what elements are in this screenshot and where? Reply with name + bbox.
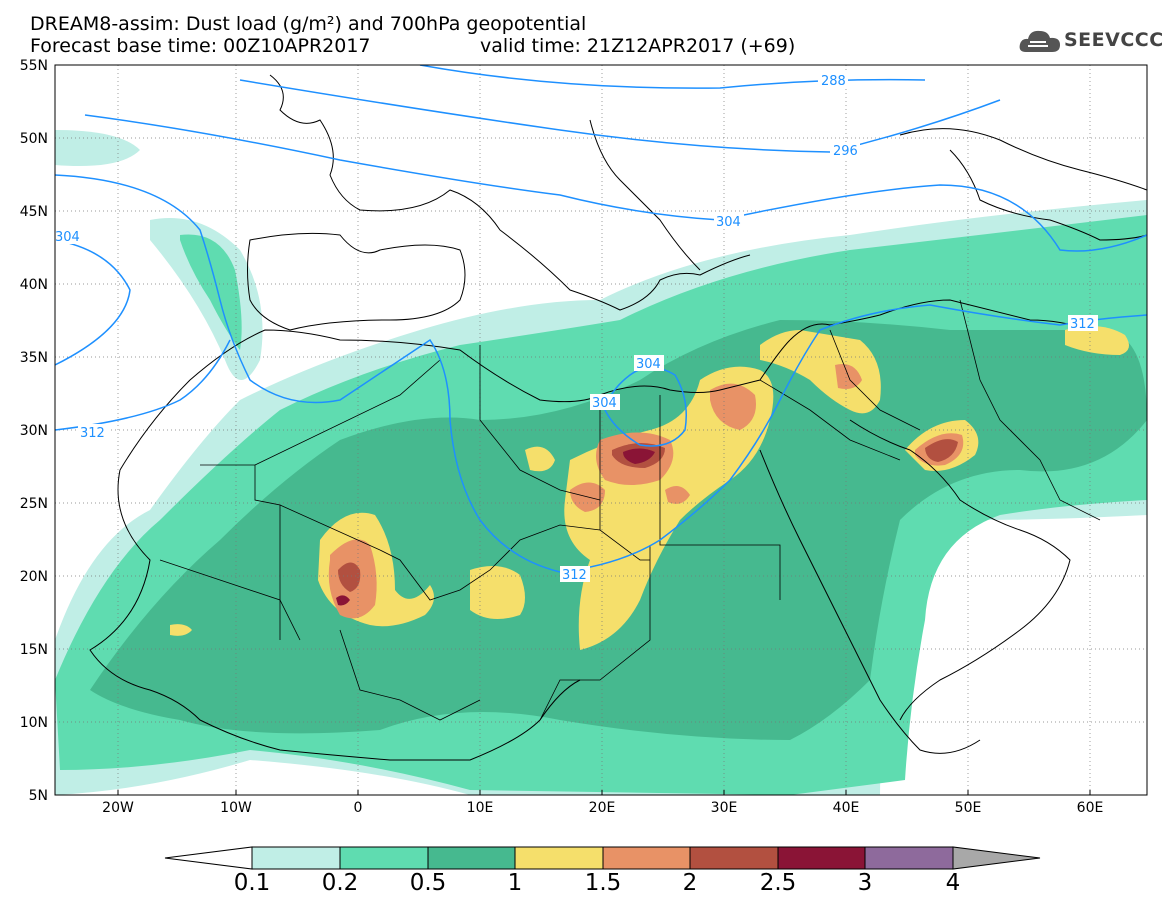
lon-label-20e: 20E [589, 800, 616, 816]
contour-label-304-west: 304 [55, 230, 80, 245]
colorbar-label-3: 3 [857, 870, 873, 896]
lat-label-55n: 55N [20, 58, 48, 74]
colorbar-swatch-1 [251, 846, 341, 870]
contour-label-296: 296 [833, 144, 858, 159]
colorbar-label-0-1: 0.1 [233, 870, 271, 896]
contour-label-288: 288 [821, 74, 846, 89]
contour-label-312-south: 312 [562, 568, 587, 583]
colorbar-swatch-6 [689, 846, 779, 870]
lon-label-30e: 30E [711, 800, 738, 816]
dust-patch-1-g [525, 446, 555, 472]
colorbar-left-arrow [164, 846, 253, 870]
colorbar-swatch-3 [427, 846, 516, 870]
contour-label-304-north: 304 [716, 215, 741, 230]
lon-label-10e: 10E [467, 800, 494, 816]
graticule [55, 65, 1147, 795]
dust-patch-15-d [710, 383, 756, 430]
lon-label-40e: 40E [833, 800, 860, 816]
contour-label-304-coast: 304 [592, 396, 617, 411]
dust-patch-1-d [760, 330, 881, 414]
colorbar-label-2-5: 2.5 [759, 870, 797, 896]
lat-label-5n: 5N [29, 788, 48, 804]
dust-patch-2-a [338, 562, 361, 592]
dust-patch-1-h [170, 624, 192, 636]
contour-label-312-east: 312 [1070, 317, 1095, 332]
cloud-logo-icon [1019, 30, 1060, 52]
lat-label-25n: 25N [20, 496, 48, 512]
latitude-labels: 55N 50N 45N 40N 35N 30N 25N 20N 15N 10N … [20, 58, 48, 804]
borders [159, 299, 1101, 721]
map-frame [54, 64, 1148, 796]
lat-label-10n: 10N [20, 715, 48, 731]
colorbar [164, 846, 1041, 870]
dust-patch-25-b [336, 595, 350, 606]
colorbar-swatch-2 [339, 846, 429, 870]
colorbar-swatch-4 [514, 846, 604, 870]
forecast-base-time: Forecast base time: 00Z10APR2017 [30, 35, 371, 57]
logo-text: SEEVCCC [1064, 29, 1164, 51]
dust-patch-25-a [623, 448, 655, 464]
colorbar-swatch-7 [777, 846, 866, 870]
lat-label-50n: 50N [20, 131, 48, 147]
colorbar-label-4: 4 [945, 870, 961, 896]
lon-label-20w: 20W [102, 800, 134, 816]
contour-label-312-west: 312 [80, 426, 105, 441]
dust-patch-atlantic [55, 130, 140, 166]
lat-label-15n: 15N [20, 642, 48, 658]
contour-labels: 288 296 304 304 312 304 304 312 312 [55, 72, 1098, 583]
lon-label-50e: 50E [955, 800, 982, 816]
dust-patch-1-b [470, 566, 525, 619]
colorbar-swatch-5 [602, 846, 691, 870]
contour-label-304-libya: 304 [636, 357, 661, 372]
colorbar-label-0-2: 0.2 [321, 870, 359, 896]
colorbar-right-arrow [952, 846, 1041, 870]
dust-patch-15-g [665, 486, 690, 504]
lon-label-60e: 60E [1077, 800, 1104, 816]
dust-patch-1-f [1065, 326, 1129, 355]
dust-patch-2-c [925, 439, 958, 462]
lat-label-40n: 40N [20, 277, 48, 293]
dust-patch-1-c [564, 366, 774, 650]
valid-time: valid time: 21Z12APR2017 (+69) [480, 35, 796, 57]
lon-label-0: 0 [354, 800, 363, 816]
lon-label-10w: 10W [220, 800, 252, 816]
colorbar-label-2: 2 [682, 870, 698, 896]
lat-label-20n: 20N [20, 569, 48, 585]
colorbar-swatch-8 [864, 846, 954, 870]
lat-label-35n: 35N [20, 350, 48, 366]
map-title: DREAM8-assim: Dust load (g/m²) and 700hP… [30, 13, 587, 35]
axis-ticks [117, 790, 1091, 795]
coastlines [89, 74, 1147, 761]
colorbar-label-1-5: 1.5 [584, 870, 622, 896]
colorbar-label-1: 1 [507, 870, 523, 896]
lat-label-45n: 45N [20, 204, 48, 220]
colorbar-label-0-5: 0.5 [409, 870, 447, 896]
lat-label-30n: 30N [20, 423, 48, 439]
longitude-labels: 20W 10W 0 10E 20E 30E 40E 50E 60E [102, 800, 1103, 816]
dust-fields [55, 130, 1147, 795]
